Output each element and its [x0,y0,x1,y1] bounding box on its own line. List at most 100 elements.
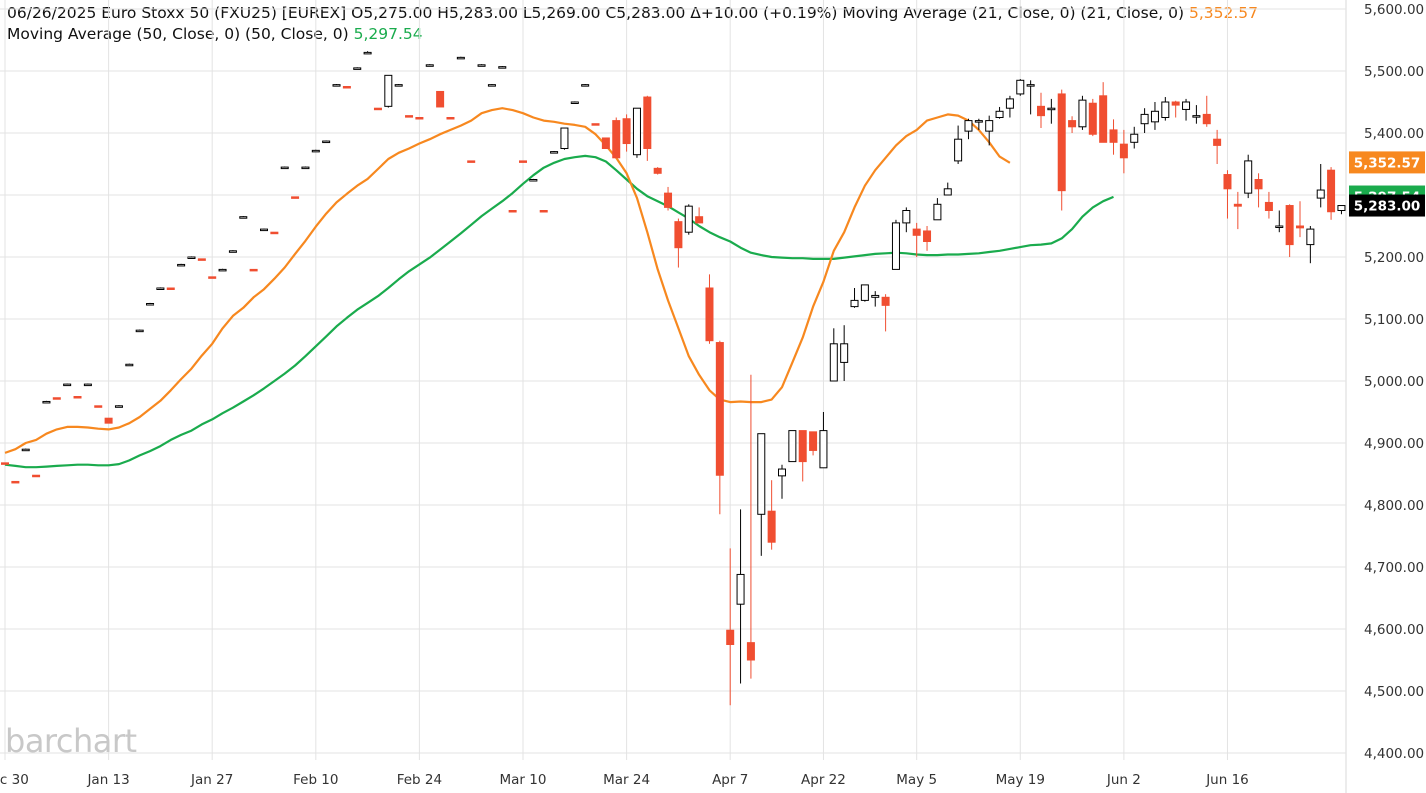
candle-body [322,140,331,144]
candle-body [228,250,237,253]
x-tick-label: Jan 27 [190,772,233,788]
barchart-logo: barchart [5,722,137,760]
candle [985,115,994,146]
x-tick-label: Mar 10 [500,772,547,788]
y-tick-label: 4,500.00 [1364,684,1424,700]
x-tick-label: Dec 30 [0,772,29,788]
candle-body [1005,98,1014,109]
candle [726,548,735,706]
candle-body [871,294,880,298]
candle-body [995,110,1004,119]
candle [1150,102,1159,130]
candle-body [436,90,445,108]
candle [964,118,973,140]
candle [260,228,268,232]
candle [570,101,579,104]
candle [632,107,641,158]
ma21-last-badge-text: 5,352.57 [1354,155,1421,171]
y-tick-label: 5,100.00 [1364,312,1424,328]
candle [881,294,890,332]
candle [550,150,559,154]
candle-body [881,296,890,306]
candle-body [260,228,268,232]
candle [291,196,300,199]
candle [1264,191,1273,219]
candle [1099,82,1108,143]
candle-body [1213,138,1222,146]
candle-body [208,276,217,279]
candle [1109,119,1118,155]
candle-body [705,287,714,342]
candle-body [798,430,807,463]
candle [301,166,310,170]
candle-body [715,342,724,476]
candle-body [581,84,590,87]
candle-body [767,510,776,543]
candle-body [809,431,818,451]
candle [891,219,900,270]
candle [1140,108,1149,133]
candle-body [508,210,517,213]
candle [114,405,123,408]
candle [353,67,362,70]
candle-body [612,120,621,159]
candle [405,115,414,118]
candle [1254,173,1263,208]
x-tick-label: Jun 16 [1205,772,1249,788]
candle-body [394,84,403,87]
candle [1285,204,1294,257]
ma50-header-text: Moving Average (50, Close, 0) (50, Close… [7,25,349,43]
candle-body [778,468,786,477]
candles [1,51,1346,706]
candle [425,64,434,67]
candle [871,291,880,307]
candle-body [736,573,745,605]
last-price-badge: 5,283.00 [1349,194,1425,217]
candle-body [891,222,900,270]
candle [21,448,30,452]
candle [840,325,849,381]
candle-body [974,120,983,123]
candle-body [850,299,859,308]
candle [581,84,590,87]
candle [11,480,20,484]
candle-body [42,400,51,404]
candle-body [291,196,300,199]
y-tick-label: 4,900.00 [1364,436,1424,452]
candle-body [601,137,610,150]
candle-body [1327,169,1336,213]
candle [1016,79,1025,96]
candle [166,287,175,290]
candle [1223,170,1232,219]
candle [954,125,963,164]
candle [1316,164,1325,208]
ma21-last-badge-bg [1349,151,1425,174]
candle [280,166,289,170]
candle-body [1078,99,1087,128]
candle-body [487,84,496,87]
candle-body [653,167,662,174]
candle [1296,201,1304,238]
candle [519,160,527,163]
candle [94,405,103,408]
candle-body [1192,115,1201,118]
candle [1078,95,1087,130]
x-tick-label: Feb 24 [397,772,442,788]
candle [1037,92,1045,129]
candle-body [664,192,673,208]
candle [446,117,455,120]
x-axis: Dec 30 Jan 13 Jan 27 Feb 10 Feb 24 Mar 10 Mar … [0,772,1249,788]
candle [208,276,217,279]
candle [125,363,134,367]
candle-body [1254,179,1263,190]
candle [757,433,766,556]
candle-body [591,123,600,126]
candle [1306,226,1315,264]
candle [529,178,538,182]
candle [974,118,983,130]
candle-body [1130,133,1139,143]
candle [923,226,932,251]
ma21-last-badge: 5,352.57 [1349,151,1425,174]
candle [798,430,807,482]
candle [1026,80,1035,115]
